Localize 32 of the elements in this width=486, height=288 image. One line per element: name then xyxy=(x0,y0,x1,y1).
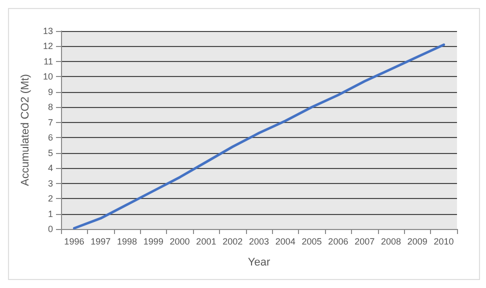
x-tick-label: 2007 xyxy=(354,236,375,246)
x-tick-label: 2006 xyxy=(328,236,348,246)
y-tick-label: 3 xyxy=(48,178,53,188)
x-tick-label: 2003 xyxy=(248,236,270,246)
x-tick-label: 2004 xyxy=(275,236,296,246)
y-tick-label: 5 xyxy=(48,148,53,158)
x-axis-title: Year xyxy=(248,256,270,268)
x-tick-label: 1999 xyxy=(143,236,164,246)
x-tick-label: 2010 xyxy=(434,236,454,246)
line-series xyxy=(72,43,446,230)
y-tick-label: 12 xyxy=(42,41,53,52)
x-tick-label: 2000 xyxy=(170,236,190,246)
x-tick-label: 1997 xyxy=(90,236,111,246)
y-tick-label: 6 xyxy=(48,132,53,143)
x-tick-label: 1998 xyxy=(116,236,138,246)
y-tick-label: 0 xyxy=(48,224,53,234)
y-tick-label: 7 xyxy=(48,117,53,128)
y-tick-label: 10 xyxy=(42,72,53,82)
y-tick-label: 1 xyxy=(48,208,53,219)
y-tick-label: 13 xyxy=(42,26,53,36)
y-tick-label: 2 xyxy=(48,194,53,204)
y-tick-label: 8 xyxy=(48,102,53,112)
y-tick-label: 11 xyxy=(44,56,53,66)
y-axis-title: Accumulated CO2 (Mt) xyxy=(20,74,32,186)
x-tick-label: 2008 xyxy=(380,236,402,246)
x-tick-label: 2002 xyxy=(222,236,243,246)
y-tick-label: 9 xyxy=(48,86,53,97)
x-tick-label: 2009 xyxy=(407,236,428,246)
x-tick-label: 1996 xyxy=(64,236,84,246)
x-tick-label: 2005 xyxy=(302,236,322,246)
x-tick-label: 2001 xyxy=(196,236,216,246)
y-tick-label: 4 xyxy=(48,163,53,174)
